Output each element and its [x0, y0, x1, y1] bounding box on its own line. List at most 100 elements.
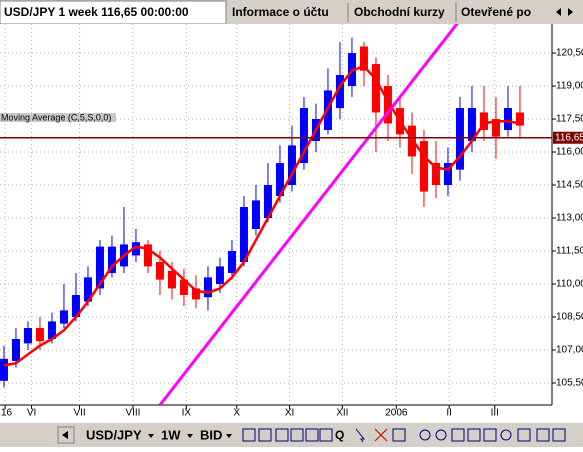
candle-body [431, 163, 440, 186]
tool-icon[interactable] [483, 428, 497, 442]
x-tick-label: 2006 [385, 408, 408, 419]
tool-icon[interactable] [305, 428, 319, 442]
current-price-label: 116,65 [555, 132, 583, 143]
candle-body [299, 108, 308, 164]
candle-body [467, 108, 476, 142]
tool-icon[interactable] [451, 428, 465, 442]
grid [0, 24, 552, 405]
dropdown-arrow [226, 434, 232, 438]
tool-icon[interactable] [392, 428, 406, 442]
candle-body [83, 277, 92, 302]
candle-body [371, 64, 380, 113]
y-tick-label: 117,50 [556, 114, 583, 125]
candle-body [0, 358, 8, 381]
tool-icon[interactable] [374, 428, 388, 442]
y-tick-label: 113,00 [556, 213, 583, 224]
tool-icon[interactable] [536, 428, 550, 442]
candle-body [59, 310, 68, 324]
candle-body [71, 295, 80, 318]
tool-icon[interactable] [275, 428, 289, 442]
x-tick-label: IX [182, 408, 192, 419]
candle-body [191, 288, 200, 300]
candle-body [263, 185, 272, 219]
tool-icon[interactable] [552, 428, 566, 442]
candle-body [11, 339, 20, 362]
y-tick-label: 105,50 [556, 378, 583, 389]
candle-body [479, 112, 488, 131]
candle-body [455, 108, 464, 170]
tool-icon[interactable] [242, 428, 256, 442]
candle-body [95, 246, 104, 289]
candle-body [419, 141, 428, 192]
y-tick-label: 114,50 [556, 180, 583, 191]
tool-icons [242, 428, 566, 443]
x-tick-label: VIII [125, 408, 140, 419]
x-tick-label: VII [73, 408, 85, 419]
candle-body [155, 262, 164, 280]
candle-body [47, 321, 56, 340]
tab-scroll-arrows[interactable] [556, 8, 573, 16]
candle-body [239, 207, 248, 263]
y-tick-label: 119,00 [556, 81, 583, 92]
y-tick-label: 116,00 [556, 147, 583, 158]
tool-icon[interactable] [258, 428, 272, 442]
period-select[interactable]: 1W [161, 427, 181, 442]
y-tick-label: 108,50 [556, 312, 583, 323]
x-tick-label: X [233, 408, 240, 419]
chart-background [0, 24, 583, 423]
trendline [158, 24, 459, 405]
y-tick-label: 111,50 [556, 246, 583, 257]
tab[interactable]: Obchodní kurzy [354, 5, 445, 19]
candle-body [143, 244, 152, 267]
tool-icon[interactable] [517, 428, 531, 442]
candle-body [227, 251, 236, 274]
y-tick-label: 110,00 [556, 279, 583, 290]
tab-scroll[interactable] [546, 3, 583, 22]
candle-body [335, 75, 344, 109]
zoom-out[interactable] [435, 429, 447, 441]
dropdown-arrow [187, 434, 193, 438]
tool-icon[interactable] [319, 428, 333, 442]
tab[interactable]: USD/JPY 1 week 116,65 00:00:00 [4, 5, 189, 19]
plot [0, 24, 552, 405]
axes: 105,50 107,00 108,50 110,00 111,50 113,00 114,… [0, 48, 583, 419]
candle-body [23, 328, 32, 344]
zoom-in[interactable] [419, 429, 431, 441]
current-price-box [553, 131, 583, 144]
symbol-select[interactable]: USD/JPY [86, 427, 142, 442]
candle-body [275, 163, 284, 197]
candle-body [287, 145, 296, 186]
indicator-label-box [0, 113, 116, 122]
tab[interactable]: Informace o účtu [232, 5, 329, 19]
candle-body [359, 46, 368, 71]
tool-icon[interactable] [290, 428, 304, 442]
dropdown-arrow [148, 434, 154, 438]
price-type-select[interactable]: BID [200, 427, 222, 442]
cursor-icon[interactable] [355, 428, 366, 443]
zoom-tool[interactable]: Q [335, 428, 344, 442]
tool-icon[interactable] [500, 429, 512, 441]
candle-body [383, 86, 392, 124]
scroll-left-arrow [62, 431, 68, 439]
x-tick-label: III [491, 408, 499, 419]
candle-body [107, 246, 116, 274]
candle-body [491, 119, 500, 137]
tool-icon[interactable] [467, 428, 481, 442]
indicator-label: Moving Average (C,5,S,0,0) [1, 112, 111, 122]
x-tick-label: II [446, 408, 452, 419]
x-tick-label: VI [27, 408, 36, 419]
x-tick-label: XI [285, 408, 294, 419]
candle-body [443, 163, 452, 186]
tab[interactable]: Otevřené po [461, 5, 531, 19]
candle-body [503, 108, 512, 131]
candle-body [203, 277, 212, 298]
y-tick-label: 107,00 [556, 345, 583, 356]
candle-body [131, 242, 140, 256]
candle-body [35, 328, 44, 342]
candle-body [515, 112, 524, 126]
candle-body [251, 200, 260, 230]
candle-body [179, 279, 188, 296]
candle-body [215, 266, 224, 285]
